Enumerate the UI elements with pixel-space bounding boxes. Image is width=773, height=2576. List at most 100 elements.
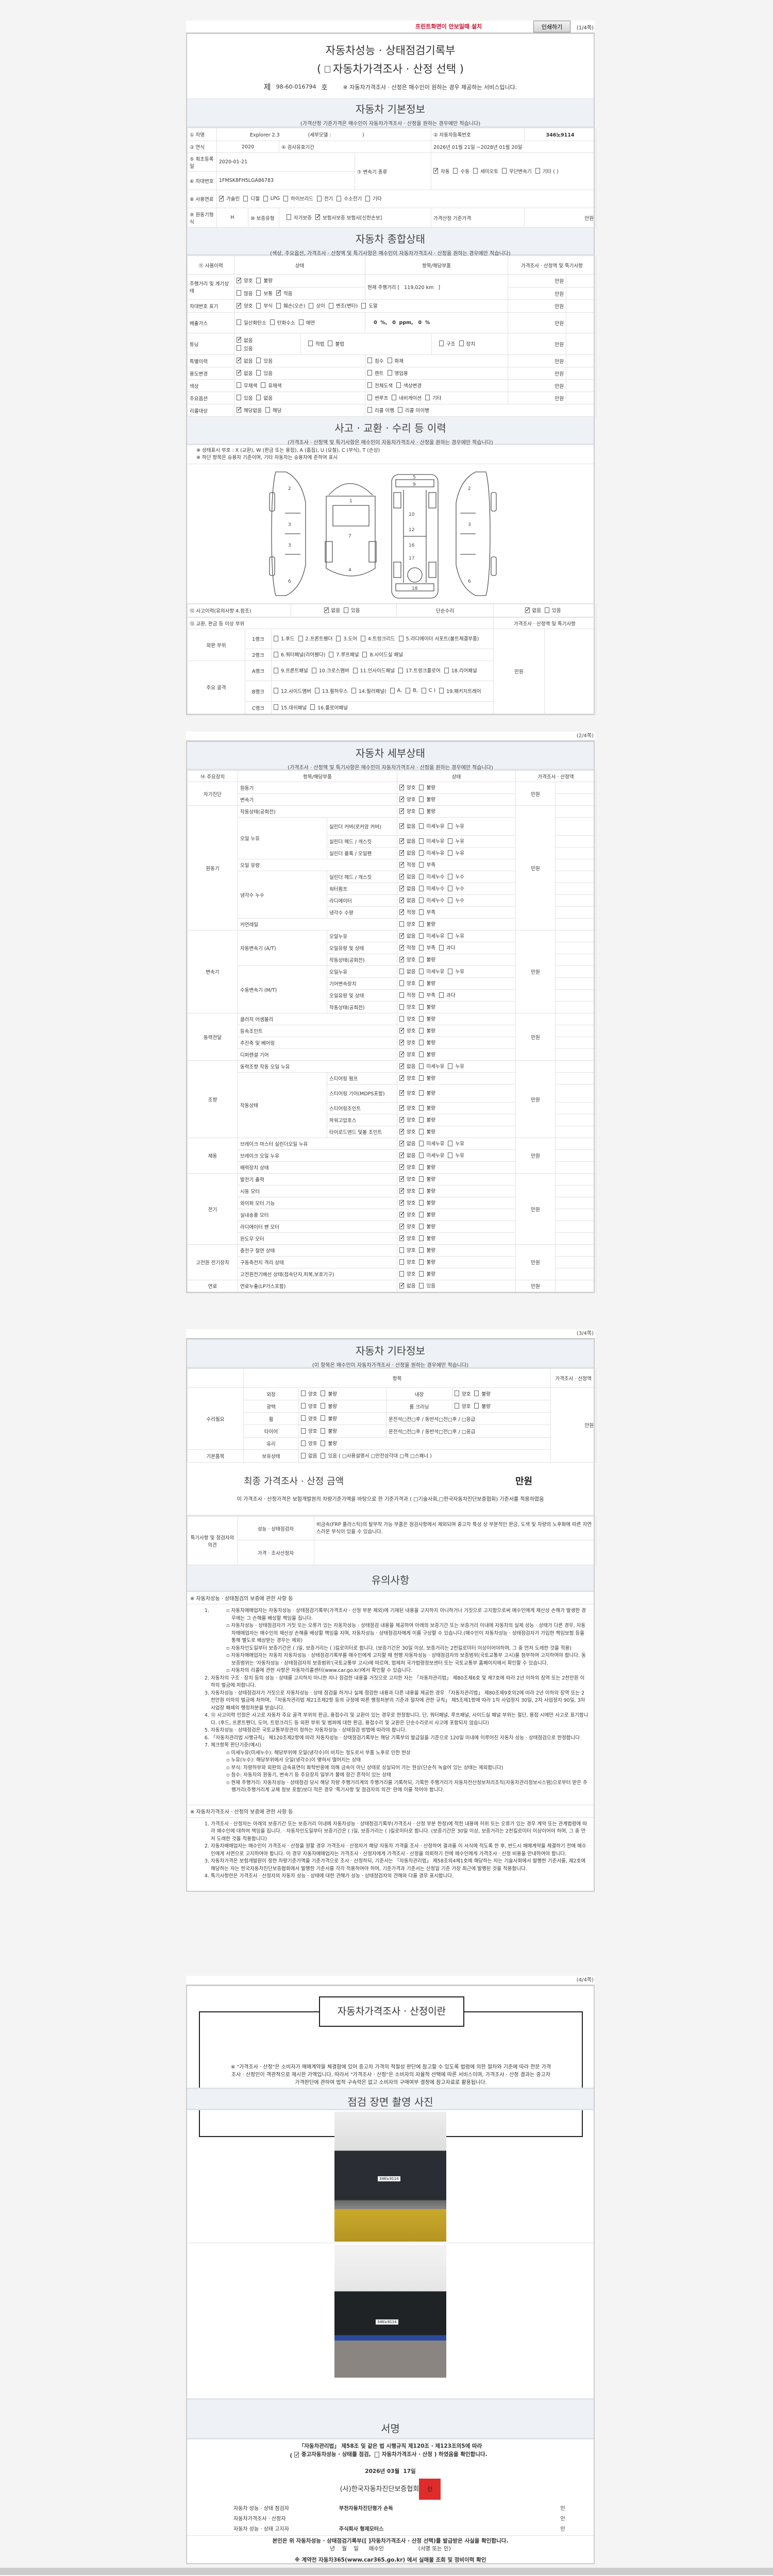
checked-box-icon[interactable] [237, 302, 242, 309]
detail-price-input[interactable] [555, 1102, 596, 1114]
checkbox-icon[interactable] [274, 704, 278, 710]
detail-price-input[interactable] [555, 1197, 596, 1209]
checkbox-icon[interactable] [419, 1075, 424, 1081]
checkbox-option[interactable]: 없음 [525, 606, 541, 614]
detail-price-input[interactable] [555, 989, 596, 1002]
detail-price-input[interactable] [555, 1084, 596, 1103]
checkbox-option[interactable]: 불량 [419, 1258, 435, 1265]
checkbox-option[interactable]: 17.트렁크플로어 [398, 667, 441, 674]
checkbox-icon[interactable] [419, 968, 424, 974]
checkbox-option[interactable]: 불량 [419, 1187, 435, 1194]
checkbox-option[interactable]: 자동 [433, 167, 449, 175]
checkbox-icon[interactable] [399, 980, 404, 986]
checkbox-icon[interactable] [419, 861, 424, 868]
checkbox-option[interactable]: 썬루프 [367, 394, 388, 401]
checkbox-option[interactable]: 12.사이드멤버 [274, 687, 311, 694]
checkbox-icon[interactable] [419, 980, 424, 986]
checkbox-icon[interactable] [419, 933, 424, 939]
checkbox-icon[interactable] [419, 1176, 424, 1182]
checked-box-icon[interactable] [399, 849, 405, 856]
checkbox-icon[interactable] [448, 1063, 453, 1069]
checkbox-icon[interactable] [256, 290, 261, 296]
checkbox-option[interactable]: 양호 [399, 1089, 415, 1096]
checkbox-icon[interactable] [396, 382, 401, 388]
checkbox-icon[interactable] [344, 607, 348, 613]
checkbox-option[interactable]: 없음 [399, 1151, 415, 1159]
checkbox-option[interactable]: 양호 [301, 1415, 317, 1422]
checkbox-icon[interactable] [419, 796, 424, 802]
checkbox-option[interactable]: 변조(변타) [328, 302, 358, 309]
checked-box-icon[interactable] [399, 822, 405, 829]
checkbox-icon[interactable] [439, 944, 444, 951]
checkbox-option[interactable]: 부족 [419, 944, 435, 951]
checkbox-option[interactable]: 양호 [399, 1104, 415, 1111]
checkbox-option[interactable]: 부족 [419, 991, 435, 998]
checkbox-option[interactable]: 누수 [448, 873, 464, 880]
checked-box-icon[interactable] [276, 289, 281, 296]
checkbox-option[interactable]: 8.사이드실 패널 [362, 651, 403, 658]
checkbox-option[interactable]: 불량 [419, 1116, 435, 1123]
checkbox-icon[interactable] [419, 838, 424, 844]
checkbox-option[interactable]: LPG [263, 195, 280, 201]
checkbox-icon[interactable] [243, 195, 248, 201]
checkbox-option[interactable]: 부식 [256, 302, 273, 309]
checkbox-option[interactable]: 과다 [439, 944, 455, 951]
checkbox-icon[interactable] [237, 290, 241, 296]
checkbox-option[interactable]: 양호 [399, 1163, 415, 1171]
checkbox-icon[interactable] [419, 1027, 424, 1033]
detail-price-input[interactable] [555, 847, 596, 859]
checkbox-icon[interactable] [419, 1282, 424, 1289]
checkbox-option[interactable]: 미세누유 [419, 822, 444, 829]
checkbox-option[interactable]: 기타 [365, 195, 382, 202]
checkbox-icon[interactable] [419, 956, 424, 962]
checkbox-icon[interactable] [265, 407, 270, 413]
checkbox-option[interactable]: 불량 [321, 1439, 337, 1447]
checkbox-option[interactable]: 누유 [448, 837, 464, 844]
detail-price-input[interactable] [555, 906, 596, 919]
checkbox-icon[interactable] [419, 992, 424, 998]
checkbox-icon[interactable] [274, 651, 278, 657]
checkbox-icon[interactable] [270, 319, 275, 326]
checkbox-option[interactable]: 불량 [419, 1246, 435, 1253]
detail-price-input[interactable] [555, 954, 596, 966]
checkbox-icon[interactable] [314, 688, 320, 694]
checkbox-option[interactable]: B, [406, 688, 418, 694]
checked-box-icon[interactable] [399, 1116, 405, 1123]
checkbox-option[interactable]: 있음 [237, 345, 298, 352]
checkbox-option[interactable]: 불량 [419, 784, 435, 791]
checkbox-icon[interactable] [399, 968, 404, 974]
detail-price-input[interactable] [555, 883, 596, 895]
checkbox-option[interactable]: 영업용 [387, 369, 408, 377]
checkbox-option[interactable]: 침수 [367, 357, 384, 364]
checkbox-option[interactable]: 무단변속기 [501, 167, 532, 175]
checkbox-icon[interactable] [301, 1403, 306, 1409]
checkbox-icon[interactable] [308, 341, 313, 347]
detail-price-input[interactable] [555, 965, 596, 978]
checkbox-option[interactable]: 적정 [399, 991, 415, 998]
checkbox-icon[interactable] [301, 1391, 306, 1397]
checkbox-option[interactable]: 기타 [425, 394, 441, 401]
checkbox-option[interactable]: 양호 [399, 920, 415, 927]
checkbox-icon[interactable] [261, 382, 266, 388]
checkbox-icon[interactable] [425, 395, 430, 401]
checkbox-option[interactable]: 가솔린 [219, 195, 240, 202]
checkbox-option[interactable]: 미세누수 [419, 885, 444, 892]
detail-price-input[interactable] [555, 894, 596, 907]
checkbox-option[interactable]: 없음 [399, 968, 415, 975]
photo-rear[interactable]: 346노9114 [334, 2112, 446, 2242]
checked-box-icon[interactable] [399, 861, 405, 868]
checkbox-option[interactable]: 미세누유 [419, 1140, 444, 1147]
checkbox-icon[interactable] [419, 1247, 424, 1253]
checkbox-icon[interactable] [329, 651, 334, 657]
checkbox-icon[interactable] [301, 1452, 306, 1459]
checkbox-option[interactable]: 불량 [419, 1270, 435, 1277]
checkbox-option[interactable]: 보통 [256, 290, 273, 297]
checkbox-option[interactable]: 양호 [399, 1258, 415, 1265]
checkbox-option[interactable]: 불량 [419, 979, 435, 987]
checkbox-icon[interactable] [360, 635, 365, 641]
checkbox-icon[interactable] [321, 1403, 326, 1409]
checked-box-icon[interactable] [399, 1187, 405, 1194]
price-input[interactable] [566, 354, 597, 367]
checkbox-option[interactable]: 있음 [237, 394, 253, 401]
checkbox-option[interactable]: 양호 [399, 979, 415, 987]
